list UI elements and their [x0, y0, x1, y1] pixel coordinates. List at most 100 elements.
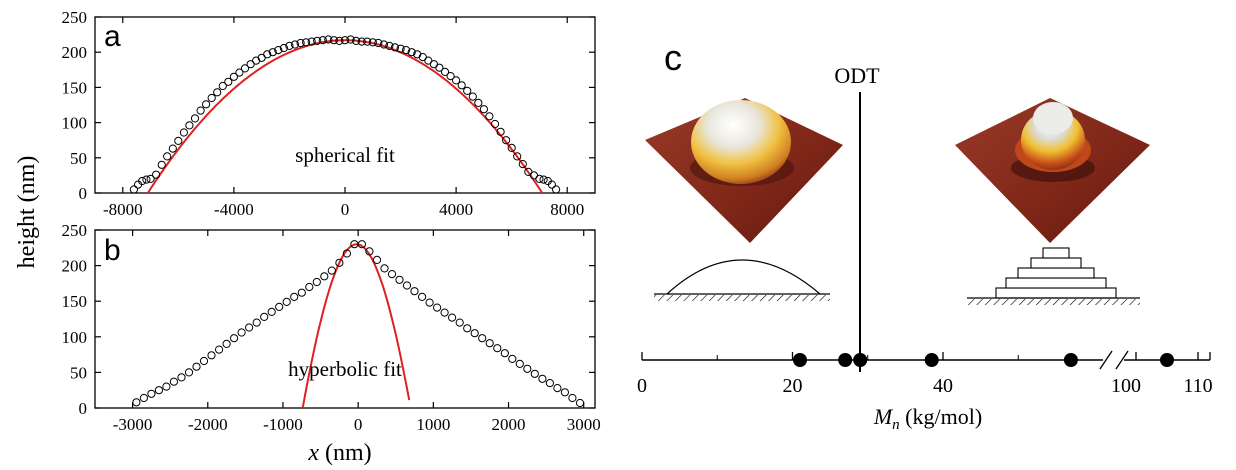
data-point	[329, 36, 338, 45]
y-tick-label: 100	[62, 114, 88, 133]
panel-label-b: b	[104, 234, 121, 267]
data-point	[365, 247, 374, 256]
data-point	[163, 152, 172, 161]
data-point	[493, 344, 502, 353]
mn-tick-label: 100	[1111, 375, 1141, 397]
mn-axis: 0 20 40 100 110	[637, 350, 1213, 397]
data-point	[252, 318, 261, 327]
mn-axis-label: Mn (kg/mol)	[873, 404, 982, 433]
data-point	[268, 48, 277, 57]
plot-frame-b	[94, 229, 596, 409]
y-tick-label: 100	[62, 328, 88, 347]
y-tick-label: 250	[62, 221, 88, 240]
y-tick-label: 0	[79, 399, 88, 418]
afm-image-spherical	[645, 98, 843, 243]
data-point	[147, 389, 156, 398]
data-point	[154, 386, 163, 395]
sample-point	[838, 353, 853, 367]
data-point	[410, 287, 419, 296]
data-points-a	[129, 35, 561, 194]
data-point	[515, 359, 524, 368]
axis-ticks-b: -3000 -2000 -1000 0 1000 2000 3000 0 50 100 150 200…	[62, 221, 601, 434]
data-point	[552, 185, 561, 194]
data-point	[245, 323, 254, 332]
y-tick-label: 50	[70, 149, 87, 168]
data-point	[379, 40, 388, 49]
data-point	[157, 160, 166, 169]
y-tick-label: 150	[62, 292, 88, 311]
mn-symbol: M	[873, 404, 894, 429]
data-point	[496, 127, 505, 136]
data-point	[418, 292, 427, 301]
data-point	[342, 249, 351, 258]
data-point	[142, 175, 151, 184]
fit-annotation-a: spherical fit	[295, 143, 395, 167]
data-point	[508, 354, 517, 363]
mn-subscript: n	[892, 417, 900, 433]
data-point	[290, 292, 299, 301]
data-point	[340, 36, 350, 45]
data-point	[215, 345, 224, 354]
fit-line-a	[146, 39, 544, 194]
data-point	[385, 41, 394, 51]
data-point	[279, 43, 288, 53]
panel-label-c: c	[664, 37, 682, 78]
data-point	[285, 41, 294, 51]
x-axis-symbol: x	[307, 440, 319, 466]
data-point	[568, 393, 577, 403]
data-point	[132, 398, 141, 407]
y-tick-label: 50	[70, 363, 87, 382]
data-point	[224, 77, 233, 86]
data-point	[457, 81, 466, 90]
data-point	[190, 114, 200, 123]
data-point	[207, 93, 216, 103]
data-point	[275, 302, 284, 311]
data-point	[230, 334, 239, 343]
mn-tick-label: 110	[1183, 375, 1212, 397]
y-tick-label: 200	[62, 43, 88, 62]
data-point	[263, 50, 272, 59]
data-point	[407, 48, 416, 57]
data-point	[368, 38, 377, 47]
fit-line-b	[301, 243, 411, 409]
data-point	[518, 160, 527, 169]
data-point	[260, 312, 269, 321]
data-point	[184, 368, 194, 377]
data-point	[452, 76, 461, 85]
data-point	[199, 356, 209, 366]
data-point	[387, 270, 397, 279]
data-point	[352, 36, 361, 46]
data-point	[433, 303, 442, 312]
axis-break-mark-1	[1099, 350, 1113, 370]
axis-break-mark-2	[1115, 350, 1129, 370]
data-point	[507, 143, 516, 152]
data-point	[380, 264, 389, 273]
data-point	[296, 38, 305, 48]
x-axis-label: x (nm)	[307, 440, 371, 466]
chart-panel-c: c ODT	[637, 37, 1213, 433]
mn-tick-label: 0	[637, 375, 647, 397]
data-point	[229, 72, 238, 81]
data-point	[327, 266, 336, 275]
data-point	[335, 258, 344, 267]
x-tick-label: -3000	[113, 415, 153, 434]
data-point	[312, 277, 321, 287]
data-point	[357, 37, 366, 46]
data-point	[139, 393, 148, 403]
data-point	[500, 349, 509, 358]
schematic-stepped-terraces	[967, 247, 1140, 305]
data-point	[169, 377, 178, 386]
x-tick-label: -8000	[103, 200, 143, 219]
data-point	[553, 384, 562, 393]
schematic-spherical-cap	[654, 259, 830, 301]
data-point	[222, 339, 231, 348]
data-point	[530, 369, 539, 378]
data-point	[307, 37, 316, 46]
data-point	[302, 38, 311, 47]
x-tick-label: -1000	[263, 415, 303, 434]
data-point	[425, 298, 434, 307]
data-point	[357, 240, 366, 249]
data-point	[478, 334, 487, 343]
x-tick-label: -4000	[214, 200, 254, 219]
